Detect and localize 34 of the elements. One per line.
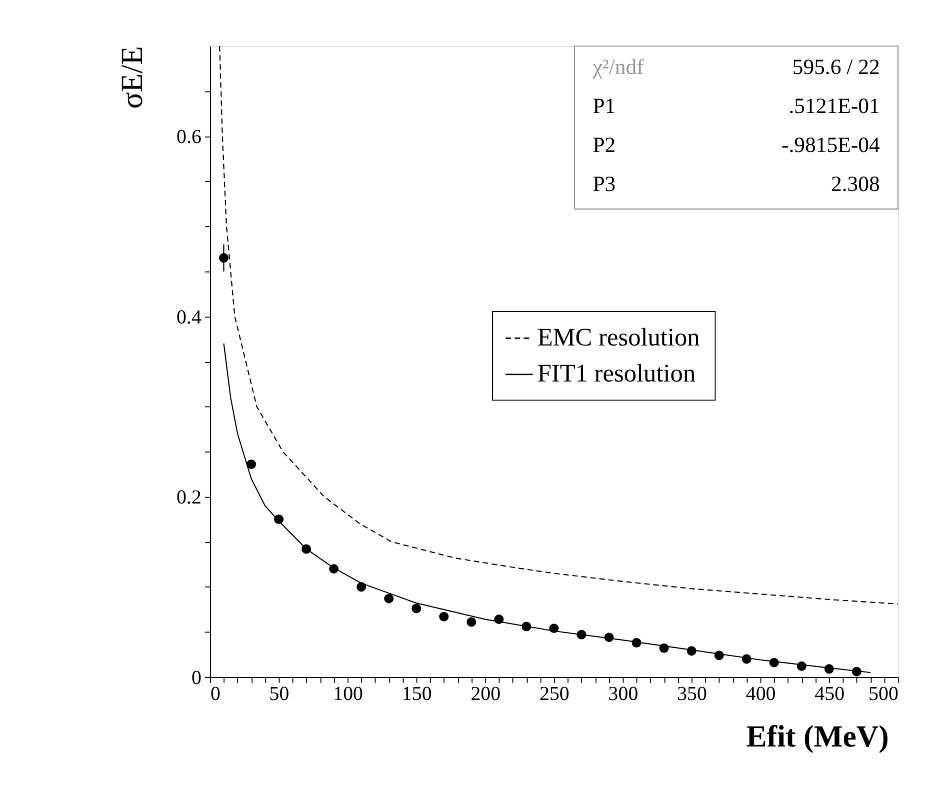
point xyxy=(412,604,422,614)
point xyxy=(439,612,449,622)
point xyxy=(219,253,229,263)
x-tick-label: 450 xyxy=(814,683,845,706)
legend-label: EMC resolution xyxy=(537,323,700,352)
y-tick-label: 0.2 xyxy=(176,486,202,509)
annotation: P2 xyxy=(592,132,616,157)
x-tick-label: 500 xyxy=(868,683,898,706)
line-series xyxy=(219,46,898,605)
x-tick-label: 200 xyxy=(470,683,501,706)
x-tick-label: 100 xyxy=(333,683,364,706)
y-tick-label: 0 xyxy=(191,666,202,689)
annotation: χ²/ndf xyxy=(592,55,645,80)
annotation: 595.6 / 22 xyxy=(792,55,880,80)
x-tick-label: 150 xyxy=(402,683,432,706)
x-tick-label: 0 xyxy=(210,683,220,706)
annotation: -.9815E-04 xyxy=(782,132,880,157)
x-axis-title: Efit (MeV) xyxy=(746,720,889,754)
x-tick-label: 400 xyxy=(746,683,776,706)
annotation: 2.308 xyxy=(830,172,880,196)
y-axis-title: σE/E xyxy=(115,46,150,109)
x-tick-label: 250 xyxy=(539,683,570,706)
annotation: P1 xyxy=(592,94,616,118)
x-tick-label: 300 xyxy=(608,683,638,706)
annotation: P3 xyxy=(592,172,616,196)
annotation: .5121E-01 xyxy=(788,94,880,118)
point xyxy=(384,594,394,604)
y-tick-label: 0.6 xyxy=(176,126,202,148)
y-tick-label: 0.4 xyxy=(176,306,202,328)
point xyxy=(246,460,256,470)
point xyxy=(466,617,476,627)
legend-label: FIT1 resolution xyxy=(537,360,696,388)
x-tick-label: 50 xyxy=(269,683,290,706)
x-tick-label: 350 xyxy=(677,683,707,706)
